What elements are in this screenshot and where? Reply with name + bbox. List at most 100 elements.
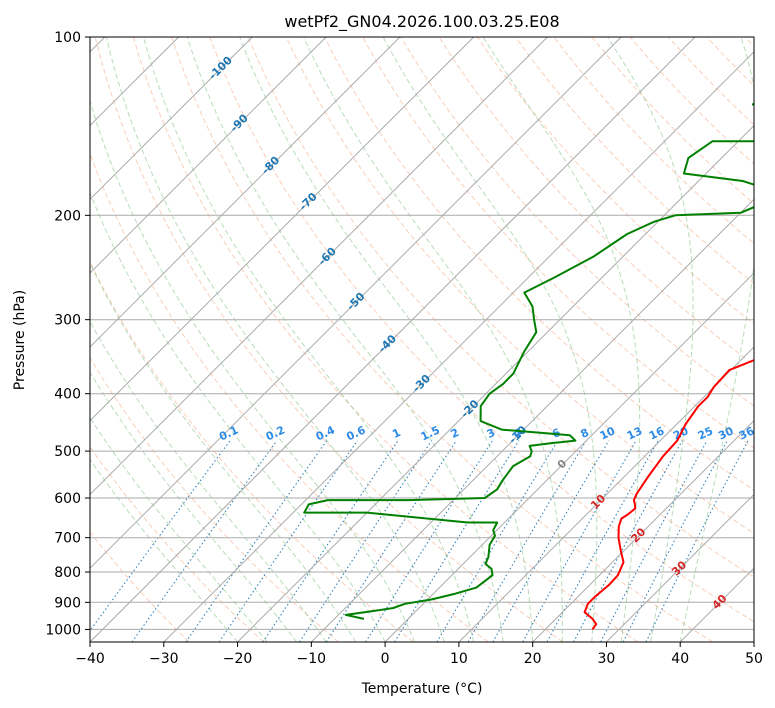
x-tick-label: −30 bbox=[149, 651, 179, 667]
dry-adiabat-line bbox=[553, 37, 754, 245]
x-tick-label: 20 bbox=[524, 651, 542, 667]
y-axis: 100 200 300 400 500 600 700 800 900 1000 bbox=[45, 30, 90, 638]
dewpoint-line bbox=[303, 101, 754, 620]
isotherm-line bbox=[90, 37, 327, 274]
mixing-ratio-line bbox=[325, 440, 457, 642]
moist-adiabat-line bbox=[382, 37, 598, 642]
x-axis: −40 −30 −20 −10 0 10 20 30 40 50 bbox=[75, 642, 763, 667]
moist-adiabat-line bbox=[90, 458, 238, 642]
plot-frame bbox=[89, 36, 755, 643]
moist-adiabat-line bbox=[303, 37, 563, 642]
mixing-ratio-label: 0.2 bbox=[264, 423, 287, 443]
moist-adiabat-line bbox=[142, 37, 475, 642]
isotherm-label: -70 bbox=[297, 190, 320, 213]
mixing-ratio-line bbox=[573, 440, 683, 642]
mixing-ratio-label: 13 bbox=[625, 424, 644, 442]
moist-adiabat-line bbox=[186, 37, 504, 642]
dry-adiabat-line bbox=[90, 260, 414, 642]
isotherm-line bbox=[606, 493, 754, 642]
moist-adiabat-line bbox=[679, 37, 754, 642]
moist-adiabat-line bbox=[90, 191, 386, 642]
mixing-ratio-label: 30 bbox=[716, 424, 736, 442]
mixing-ratio-line bbox=[492, 440, 610, 642]
mixing-ratio-label: 0.1 bbox=[217, 423, 240, 443]
dry-adiabat-line bbox=[629, 37, 754, 165]
isotherm-label: 30 bbox=[669, 558, 689, 578]
x-tick-label: −40 bbox=[75, 651, 105, 667]
x-tick-label: 40 bbox=[671, 651, 689, 667]
dry-adiabat-line bbox=[744, 37, 754, 47]
mixing-ratio-line bbox=[131, 440, 278, 642]
mixing-ratio-line bbox=[522, 440, 637, 642]
y-tick-label: 200 bbox=[54, 208, 81, 224]
x-tick-label: −10 bbox=[297, 651, 327, 667]
mixing-ratio-label: 0.6 bbox=[344, 423, 367, 443]
mixing-ratio-line bbox=[394, 440, 520, 642]
dry-adiabat-line bbox=[209, 37, 754, 623]
mixing-ratio-label: 25 bbox=[696, 424, 715, 442]
mixing-ratio-line bbox=[218, 440, 358, 642]
moist-adiabat-line bbox=[607, 37, 694, 642]
mixing-ratio-line bbox=[600, 440, 708, 642]
dry-adiabat-line bbox=[706, 37, 754, 87]
mixing-ratio-line bbox=[645, 440, 749, 642]
mixing-ratio-line bbox=[299, 440, 433, 642]
mixing-ratio-line bbox=[262, 440, 399, 642]
y-tick-label: 100 bbox=[54, 30, 81, 46]
isotherm-line bbox=[90, 37, 253, 201]
y-axis-label: Pressure (hPa) bbox=[12, 290, 28, 390]
dry-adiabat-line bbox=[132, 37, 639, 642]
dry-adiabat-line bbox=[90, 356, 339, 642]
isotherm-line bbox=[163, 51, 754, 642]
dry-adiabat-line bbox=[90, 152, 489, 642]
dry-adiabat-line bbox=[362, 37, 754, 449]
y-tick-label: 700 bbox=[54, 531, 81, 547]
dry-adiabat-line bbox=[591, 37, 754, 205]
x-tick-label: 50 bbox=[745, 651, 763, 667]
y-tick-label: 1000 bbox=[45, 622, 81, 638]
isotherm-line bbox=[679, 567, 754, 642]
mixing-ratio-label: 16 bbox=[647, 424, 667, 442]
mixing-ratio-label: 2 bbox=[449, 426, 461, 441]
x-axis-label: Temperature (°C) bbox=[361, 681, 483, 697]
mixing-ratio-line bbox=[436, 440, 559, 642]
dry-adiabat-line bbox=[438, 37, 754, 366]
profile-series bbox=[303, 101, 754, 630]
isotherm-line bbox=[310, 198, 754, 642]
mixing-ratio-label: 10 bbox=[598, 424, 618, 442]
isotherm-line bbox=[90, 37, 622, 569]
dry-adiabat-line bbox=[667, 37, 754, 126]
y-tick-label: 400 bbox=[54, 387, 81, 403]
dry-adiabat-line bbox=[94, 37, 564, 642]
x-tick-label: 10 bbox=[450, 651, 468, 667]
isotherm-line bbox=[458, 346, 754, 642]
dry-adiabat-line bbox=[171, 37, 713, 642]
y-tick-label: 300 bbox=[54, 313, 81, 329]
mixing-ratio-label: 1 bbox=[390, 426, 402, 441]
x-tick-label: 0 bbox=[381, 651, 390, 667]
isotherm-line bbox=[753, 641, 754, 642]
temperature-line bbox=[583, 359, 754, 630]
mixing-ratio-line bbox=[90, 440, 231, 632]
background-grid bbox=[90, 37, 754, 642]
isotherm-line bbox=[532, 419, 754, 642]
y-tick-label: 500 bbox=[54, 444, 81, 460]
y-tick-label: 600 bbox=[54, 491, 81, 507]
isotherm-label: -80 bbox=[259, 154, 282, 177]
dry-adiabat-line bbox=[323, 37, 754, 491]
y-tick-label: 900 bbox=[54, 595, 81, 611]
mixing-ratio-line bbox=[467, 440, 587, 642]
moist-adiabat-line bbox=[482, 37, 641, 642]
y-tick-label: 800 bbox=[54, 565, 81, 581]
moist-adiabat-line bbox=[90, 416, 268, 642]
isotherm-label: 20 bbox=[628, 525, 648, 545]
x-tick-label: 30 bbox=[598, 651, 616, 667]
isotherm-line bbox=[90, 37, 548, 496]
moist-adiabat-line bbox=[90, 262, 357, 642]
isotherm-line bbox=[90, 37, 475, 422]
mixing-ratio-label: 0.4 bbox=[314, 423, 337, 443]
isotherm-line bbox=[90, 37, 696, 642]
mixing-ratio-label: 36 bbox=[737, 424, 757, 442]
isotherm-line bbox=[90, 37, 401, 348]
